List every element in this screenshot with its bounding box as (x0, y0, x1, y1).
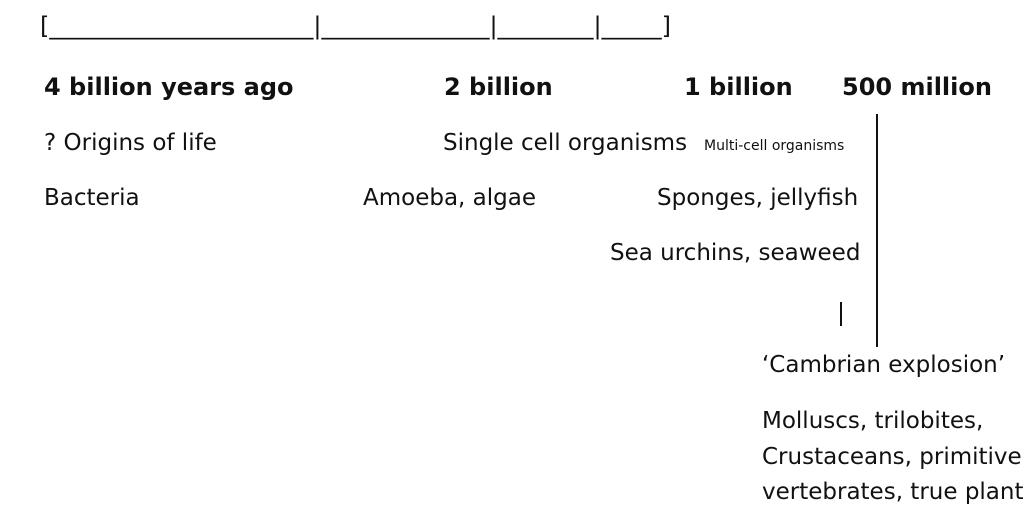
timeline-scale-bar: [______________________|______________|_… (40, 12, 671, 40)
label-4-billion-years-ago: 4 billion years ago (44, 73, 294, 101)
event-origins-of-life: ? Origins of life (44, 130, 217, 156)
event-sea-urchins-seaweed: Sea urchins, seaweed (610, 240, 861, 266)
cambrian-organisms-line-2: Crustaceans, primitive (762, 444, 1022, 470)
cambrian-tick-mark (840, 302, 842, 326)
cambrian-organisms-line-1: Molluscs, trilobites, (762, 408, 984, 434)
event-single-cell-organisms: Single cell organisms (443, 130, 688, 156)
label-500-million: 500 million (842, 73, 992, 101)
event-cambrian-explosion: ‘Cambrian explosion’ (762, 352, 1006, 378)
event-bacteria: Bacteria (44, 185, 140, 211)
event-amoeba-algae: Amoeba, algae (363, 185, 537, 211)
event-multi-cell-organisms: Multi-cell organisms (704, 138, 845, 154)
cambrian-marker-line (876, 114, 878, 347)
label-1-billion: 1 billion (684, 73, 793, 101)
cambrian-organisms-line-3: vertebrates, true plants (762, 479, 1024, 505)
event-sponges-jellyfish: Sponges, jellyfish (657, 185, 859, 211)
label-2-billion: 2 billion (444, 73, 553, 101)
